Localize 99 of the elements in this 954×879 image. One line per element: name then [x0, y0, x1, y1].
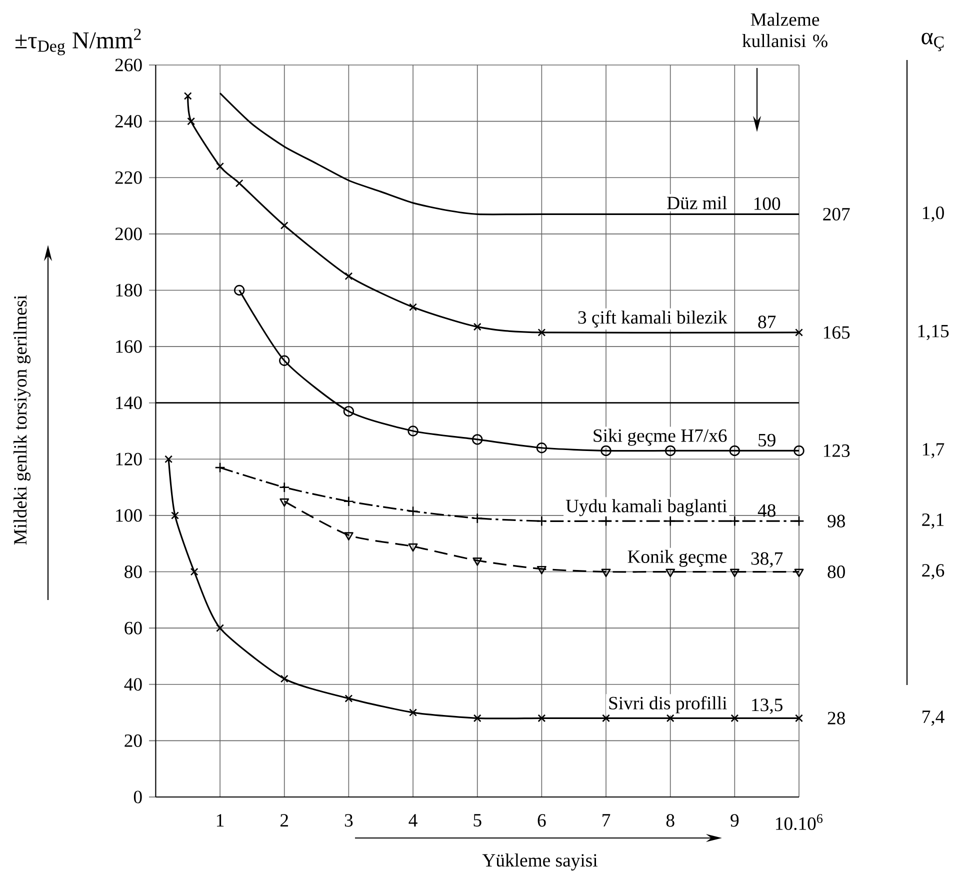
y-tick-label: 60 [124, 622, 142, 634]
point [730, 714, 739, 722]
point [536, 442, 548, 454]
point [794, 516, 804, 526]
y-tick-label: 160 [116, 340, 142, 353]
point [473, 322, 482, 331]
x-tick-label: 3 [344, 814, 353, 827]
point [187, 117, 196, 126]
point [216, 624, 224, 632]
series-label: Sivri dis profilli [609, 696, 727, 714]
text: 1,0 [922, 206, 944, 222]
text: 1,15 [918, 324, 949, 340]
point [538, 714, 546, 722]
point [794, 445, 804, 456]
series-label: 3 çift kamali bilezik [578, 310, 728, 328]
line-series [219, 92, 800, 216]
point [344, 694, 353, 702]
annotation: 38,7 [751, 552, 783, 568]
y-tick-label: 140 [116, 396, 142, 410]
text: ±τ$_{Deg}$ N/mm$^{2}$ [15, 28, 141, 56]
text: 7,4 [922, 710, 944, 726]
point [794, 568, 804, 578]
point [601, 568, 611, 578]
point [730, 568, 740, 578]
point [795, 714, 803, 722]
point [472, 558, 482, 566]
y-tick-label: 260 [115, 58, 142, 72]
annotation: 13,5 [752, 698, 782, 714]
point [190, 568, 198, 576]
y-tick-label: 100 [116, 509, 142, 522]
x-tick-label: 10.10$^{6}$ [776, 814, 823, 830]
point [473, 714, 482, 722]
point [666, 568, 676, 578]
point [214, 462, 226, 473]
y2-tick-label: 123 [824, 444, 850, 457]
y2-tick-label: 165 [824, 326, 850, 339]
point [164, 455, 173, 464]
annotation: 100 [754, 197, 780, 210]
point [536, 566, 546, 574]
point [184, 92, 192, 100]
x-axis-title: Yükleme sayisi [482, 853, 598, 870]
series-label: Siki geçme H7/x6 [594, 428, 727, 446]
point [409, 708, 417, 717]
y2-tick-label: 207 [823, 208, 850, 221]
point [280, 674, 288, 683]
point [408, 426, 418, 436]
y-tick-label: 40 [124, 678, 142, 691]
point [343, 406, 354, 417]
point [279, 355, 290, 366]
point [666, 714, 674, 722]
point [602, 714, 610, 722]
point [171, 511, 179, 520]
x-tick-label: 6 [538, 814, 546, 827]
x-tick-label: 4 [408, 814, 418, 826]
y-tick-label: 240 [115, 115, 142, 128]
point [538, 328, 546, 336]
point [729, 445, 740, 456]
text: α$_{Ç}$ [922, 32, 944, 52]
annotation: 48 [758, 504, 776, 517]
point [344, 532, 354, 540]
y-axis-title: Mildeki genlik torsiyon gerilmesi [13, 295, 30, 545]
y-tick-label: 0 [134, 790, 142, 804]
y2-tick-label: 28 [828, 712, 845, 724]
text: 2,6 [922, 564, 944, 580]
point [408, 543, 418, 552]
y-tick-label: 20 [124, 734, 142, 747]
annotation: 87 [758, 316, 776, 328]
point [280, 222, 288, 230]
point [234, 284, 245, 296]
point [235, 179, 244, 188]
y-tick-label: 200 [115, 228, 142, 240]
annotation: 59 [758, 434, 776, 446]
y-tick-label: 80 [124, 565, 142, 578]
x-tick-label: 5 [474, 814, 482, 827]
point [280, 498, 290, 507]
point [409, 303, 417, 312]
x-tick-label: 1 [216, 814, 224, 826]
y2-tick-label: 80 [828, 565, 845, 578]
text: 2,1 [922, 513, 944, 529]
text: 1,7 [922, 443, 944, 458]
point [216, 162, 224, 170]
x-tick-label: 2 [280, 814, 288, 827]
point [344, 272, 353, 280]
y-tick-label: 180 [116, 284, 142, 297]
x-tick-label: 7 [602, 814, 610, 826]
text: Malzeme kullanisi % [742, 12, 828, 48]
y-tick-label: 220 [115, 171, 142, 184]
series-label: Konik geçme [628, 550, 727, 567]
point [795, 328, 803, 336]
point [665, 445, 676, 456]
y-tick-label: 120 [116, 452, 142, 466]
x-tick-label: 8 [666, 814, 674, 827]
y2-tick-label: 98 [828, 514, 845, 528]
point [665, 516, 676, 526]
series-label: Uydu kamali baglanti [566, 499, 727, 516]
x-tick-label: 9 [730, 814, 739, 827]
point [472, 434, 483, 445]
point [600, 445, 612, 456]
series-label: Düz mil [667, 196, 727, 210]
